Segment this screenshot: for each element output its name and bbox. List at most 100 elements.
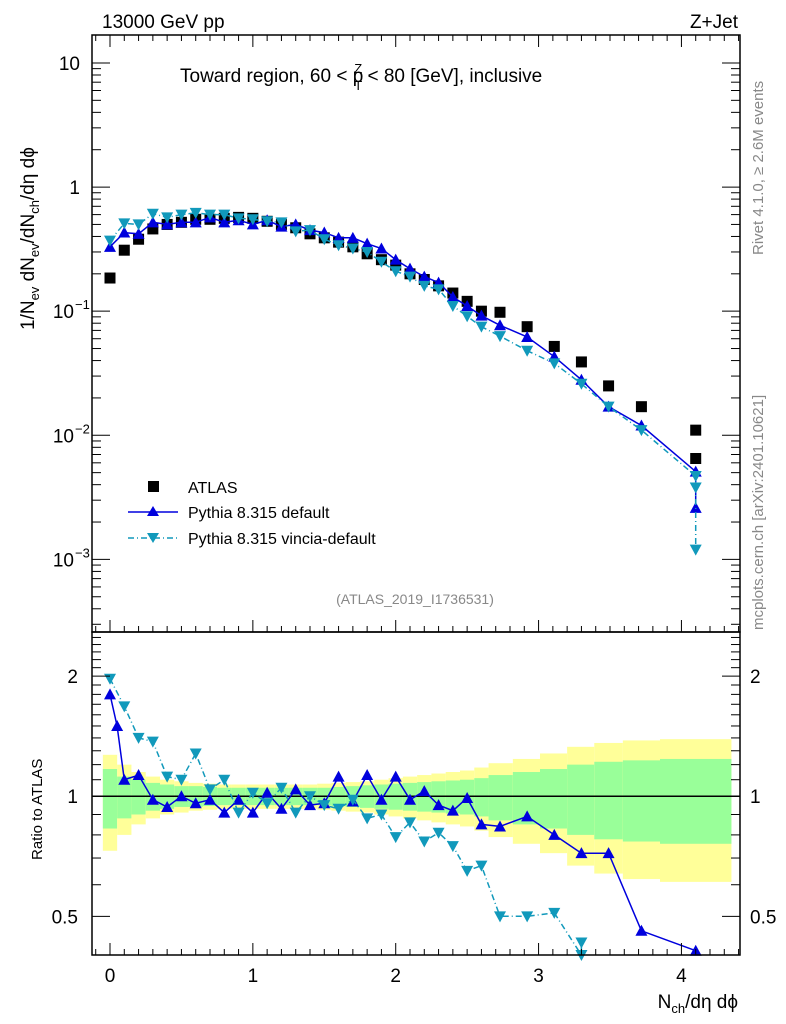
- pythia-default-point: [389, 253, 402, 265]
- ratio-vincia-point: [218, 774, 231, 786]
- ratio-vincia-point: [375, 809, 388, 821]
- ratio-default-point: [232, 793, 245, 805]
- ratio-default-point: [361, 769, 374, 781]
- pythia-vincia-point: [404, 271, 416, 283]
- band-inner: [474, 778, 489, 817]
- analysis-label: (ATLAS_2019_I1736531): [336, 591, 494, 607]
- ratio-default-point: [246, 806, 259, 818]
- ratio-series: [104, 673, 702, 961]
- data-point-atlas: [390, 259, 402, 271]
- ratio-default-point: [635, 924, 648, 936]
- ratio-vincia-point: [475, 860, 488, 872]
- ratio-default-point: [218, 806, 231, 818]
- data-point-atlas: [521, 321, 533, 333]
- ratio-default-point: [118, 773, 131, 785]
- y-tick-exponent: −2: [75, 421, 90, 436]
- ratio-vincia-point: [204, 784, 216, 796]
- ratio-default-point: [189, 797, 202, 809]
- band-inner: [660, 758, 732, 844]
- lower-frame: [91, 631, 741, 956]
- ratio-default-point: [548, 828, 561, 840]
- band-inner: [117, 776, 132, 819]
- y-tick-label: 10: [59, 54, 80, 75]
- pythia-vincia-point: [204, 209, 216, 221]
- y-tick-exponent: −3: [75, 545, 90, 560]
- pythia-vincia-point: [246, 214, 259, 226]
- ratio-default-point: [602, 847, 615, 859]
- ratio-vincia-point: [361, 813, 374, 825]
- pythia-vincia-point: [494, 331, 506, 343]
- rivet-label: Rivet 4.1.0, ≥ 2.6M events: [750, 81, 767, 255]
- ratio-default-point: [404, 793, 416, 805]
- ratio-default-point: [418, 785, 431, 797]
- ratio-vincia-point: [118, 701, 131, 713]
- pythia-vincia-point: [375, 256, 388, 268]
- ratio-y-axis-label: Ratio to ATLAS: [29, 759, 46, 860]
- ratio-default-point: [146, 793, 159, 805]
- pythia-vincia-point: [635, 425, 648, 437]
- pythia-vincia-point: [548, 358, 561, 370]
- y-tick-exponent: −1: [75, 297, 90, 312]
- band-inner: [131, 779, 146, 815]
- ratio-default-point: [332, 770, 345, 782]
- pythia-vincia-point: [361, 246, 374, 258]
- ratio-default-point: [446, 804, 459, 816]
- ratio-y-tick-label: 0.5: [52, 907, 78, 928]
- header-right-label: Z+Jet: [690, 12, 739, 33]
- pythia-default-point: [161, 218, 174, 230]
- pythia-default-point: [175, 216, 188, 228]
- pythia-default-point: [475, 309, 488, 321]
- pythia-vincia-point: [689, 470, 702, 482]
- band-inner: [102, 769, 118, 829]
- data-point-atlas: [147, 223, 159, 235]
- svg-text:1/Nev dNev/dNch/dη dϕ: 1/Nev dNev/dNch/dη dϕ: [18, 147, 42, 330]
- y-axis-label: 1/Nev dNev/dNch/dη dϕ: [18, 147, 42, 330]
- data-point-atlas: [494, 306, 506, 318]
- pythia-default-point: [446, 291, 459, 303]
- legend: ATLAS Pythia 8.315 default Pythia 8.315 …: [128, 480, 376, 548]
- ratio-vincia-point: [389, 832, 402, 844]
- x-tick-label: 3: [533, 966, 544, 987]
- ratio-default-point: [521, 810, 534, 822]
- ratio-default-point: [261, 786, 274, 798]
- pythia-vincia-point: [318, 234, 331, 246]
- ratio-vincia-point: [289, 807, 302, 819]
- legend-label-vincia: Pythia 8.315 vincia-default: [188, 531, 376, 548]
- pythia-vincia-point: [689, 544, 702, 556]
- ratio-default-point: [575, 847, 588, 859]
- y-tick-label: 10: [53, 426, 74, 447]
- ratio-vincia-point: [332, 803, 345, 815]
- pythia-vincia-point: [346, 243, 359, 255]
- y-tick-label: 10: [53, 550, 74, 571]
- legend-marker-default: [147, 506, 159, 516]
- pythia-default-point: [361, 237, 374, 249]
- pythia-default-line: [109, 216, 697, 508]
- pythia-default-point: [494, 319, 506, 331]
- ratio-y-tick-label-right: 1: [750, 787, 761, 808]
- x-tick-label: 4: [676, 966, 687, 987]
- x-axis-label: Nch/dη dϕ: [658, 992, 738, 1016]
- band-inner: [567, 764, 595, 835]
- ratio-vincia-point: [346, 794, 359, 806]
- ratio-default-point: [275, 802, 288, 814]
- x-tick-label: 0: [105, 966, 116, 987]
- pythia-default-point: [146, 216, 159, 228]
- pythia-vincia-point: [146, 208, 159, 220]
- ratio-default-point: [432, 799, 445, 811]
- mcplots-label: mcplots.cern.ch [arXiv:2401.10621]: [750, 395, 767, 630]
- pythia-default-point: [332, 231, 345, 243]
- data-point-atlas: [548, 340, 560, 352]
- pythia-default-point: [404, 262, 416, 274]
- pythia-default-point: [189, 216, 202, 228]
- band-inner: [622, 760, 660, 842]
- ratio-vincia-point: [175, 774, 188, 786]
- ratio-vincia-point: [261, 798, 274, 810]
- ratio-vincia-point: [146, 736, 159, 748]
- data-point-atlas: [118, 244, 130, 256]
- ratio-default-point: [111, 719, 124, 731]
- pythia-vincia-point: [161, 212, 174, 224]
- ratio-vincia-point: [521, 911, 534, 923]
- upper-series: [104, 207, 702, 556]
- ratio-vincia-point: [404, 817, 416, 829]
